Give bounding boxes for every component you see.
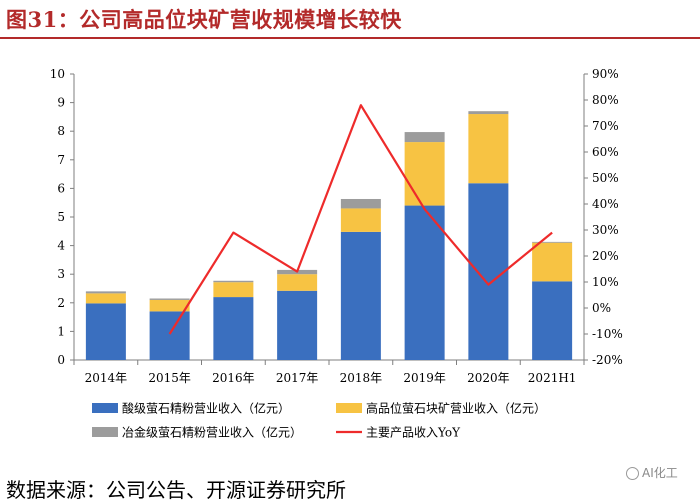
high-grade-bar bbox=[213, 282, 254, 298]
metallurgical-bar bbox=[404, 132, 445, 143]
high-grade-bar bbox=[277, 274, 318, 291]
legend-metallurgical-label: 冶金级萤石精粉营业收入（亿元） bbox=[122, 425, 302, 440]
metallurgical-bar bbox=[532, 241, 573, 243]
high-grade-bar bbox=[532, 242, 573, 282]
acid-grade-bar bbox=[277, 290, 318, 360]
right-tick-label: 60% bbox=[592, 145, 619, 159]
acid-grade-bar bbox=[404, 205, 445, 360]
legend-high-grade-label: 高品位萤石块矿营业收入（亿元） bbox=[366, 401, 546, 416]
x-tick-label: 2016年 bbox=[212, 371, 255, 385]
left-tick-label: 4 bbox=[57, 239, 65, 253]
metallurgical-bar bbox=[149, 298, 190, 300]
acid-grade-bar bbox=[468, 183, 509, 360]
x-tick-label: 2019年 bbox=[403, 371, 446, 385]
revenue-chart: 0 1 2 3 4 5 6 7 8 9 10 -20% -10% 0% 10% 20% 30% 40% 50% 60%… bbox=[50, 67, 623, 440]
acid-grade-bar bbox=[149, 311, 190, 360]
left-tick-label: 5 bbox=[57, 210, 65, 224]
right-tick-label: -10% bbox=[592, 327, 623, 341]
acid-grade-bar bbox=[532, 281, 573, 360]
metallurgical-bar bbox=[340, 198, 381, 209]
legend-metallurgical-swatch bbox=[92, 427, 118, 437]
watermark-text: AI化工 bbox=[642, 466, 678, 480]
right-tick-label: -20% bbox=[592, 353, 623, 367]
high-grade-bar bbox=[85, 293, 126, 304]
right-tick-label: 0% bbox=[592, 301, 611, 315]
legend-yoy-label: 主要产品收入YoY bbox=[366, 426, 461, 440]
left-tick-label: 1 bbox=[57, 324, 65, 338]
high-grade-bar bbox=[149, 299, 190, 312]
high-grade-bar bbox=[340, 208, 381, 232]
legend-acid-label: 酸级萤石精粉营业收入（亿元） bbox=[122, 401, 290, 416]
left-tick-label: 10 bbox=[50, 67, 65, 81]
x-tick-label: 2020年 bbox=[467, 371, 510, 385]
left-tick-label: 2 bbox=[57, 296, 65, 310]
metallurgical-bar bbox=[85, 291, 126, 294]
right-tick-label: 20% bbox=[592, 249, 619, 263]
left-tick-label: 7 bbox=[57, 153, 65, 167]
left-tick-label: 0 bbox=[57, 353, 65, 367]
page-title: 图31：公司高品位块矿营收规模增长较快 bbox=[6, 7, 402, 32]
high-grade-bar bbox=[404, 142, 445, 206]
left-tick-label: 8 bbox=[57, 124, 65, 138]
x-tick-label: 2018年 bbox=[340, 371, 383, 385]
high-grade-bar bbox=[468, 114, 509, 184]
title-divider bbox=[0, 37, 700, 39]
x-tick-label: 2017年 bbox=[276, 371, 319, 385]
legend-high-grade-swatch bbox=[336, 403, 362, 413]
x-tick-label: 2021H1 bbox=[528, 371, 577, 385]
x-tick-label: 2015年 bbox=[148, 371, 191, 385]
source-note: 数据来源：公司公告、开源证券研究所 bbox=[6, 478, 346, 502]
right-tick-label: 70% bbox=[592, 119, 619, 133]
left-tick-label: 3 bbox=[57, 267, 65, 281]
right-tick-label: 30% bbox=[592, 223, 619, 237]
left-tick-label: 6 bbox=[57, 181, 65, 195]
watermark: AI化工 bbox=[626, 464, 678, 481]
x-tick-label: 2014年 bbox=[85, 371, 128, 385]
acid-grade-bar bbox=[213, 297, 254, 360]
acid-grade-bar bbox=[340, 231, 381, 360]
right-tick-label: 40% bbox=[592, 197, 619, 211]
left-tick-label: 9 bbox=[57, 96, 65, 110]
wechat-icon bbox=[626, 467, 639, 480]
right-tick-label: 50% bbox=[592, 171, 619, 185]
right-tick-label: 90% bbox=[592, 67, 619, 81]
metallurgical-bar bbox=[468, 111, 509, 115]
metallurgical-bar bbox=[213, 280, 254, 283]
legend-acid-swatch bbox=[92, 403, 118, 413]
acid-grade-bar bbox=[85, 303, 126, 360]
right-tick-label: 80% bbox=[592, 93, 619, 107]
right-tick-label: 10% bbox=[592, 275, 619, 289]
